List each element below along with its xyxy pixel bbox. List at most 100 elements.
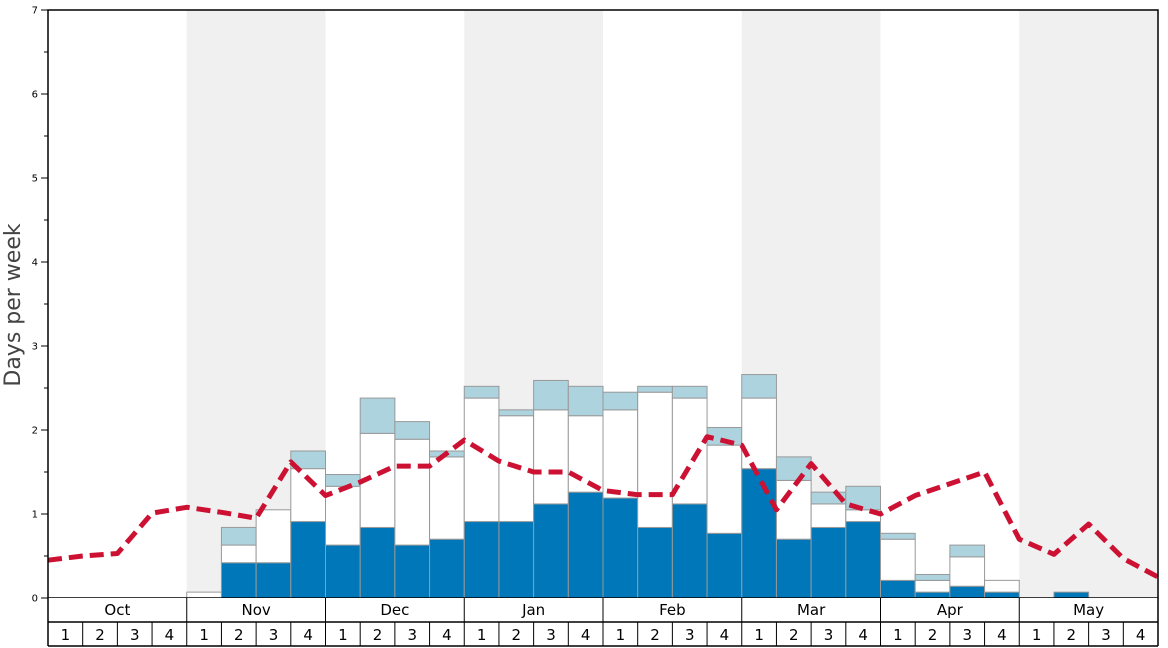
week-label-oct-4: 4 [165, 626, 175, 644]
bar-dark-27 [984, 591, 1020, 599]
week-label-dec-4: 4 [442, 626, 452, 644]
y-axis: 0 1 2 3 4 5 6 7 [32, 6, 48, 605]
bar-light-5 [220, 526, 257, 546]
y-tick-label-0: 0 [32, 594, 38, 605]
bar-white-26 [949, 556, 986, 587]
bar-light-13 [498, 409, 535, 417]
week-label-feb-2: 2 [650, 626, 660, 644]
bar-dark-15 [567, 491, 604, 599]
bar-light-24 [880, 532, 916, 540]
x-axis: Oct 1 2 3 4 Nov 1 2 3 4 Dec 1 2 3 4 Jan 1 2 3 4 Feb 1 2 3 4 Mar 1 2… [47, 598, 1159, 647]
bar-dark-7 [290, 521, 326, 599]
bar-dark-6 [255, 562, 292, 599]
y-tick-label-4: 4 [32, 258, 38, 269]
bar-light-14 [533, 379, 569, 411]
bar-light-8 [325, 474, 361, 487]
week-label-oct-3: 3 [130, 626, 140, 644]
y-tick-label-2: 2 [32, 426, 38, 437]
week-label-dec-1: 1 [338, 626, 348, 644]
month-label-apr: Apr [937, 601, 964, 619]
week-label-apr-3: 3 [962, 626, 972, 644]
bar-light-9 [359, 397, 396, 434]
bar-dark-10 [394, 544, 431, 599]
bar-dark-29 [1053, 591, 1090, 599]
week-label-nov-4: 4 [303, 626, 313, 644]
bar-white-14 [533, 409, 569, 505]
bar-dark-14 [533, 503, 569, 599]
bar-white-22 [810, 503, 847, 528]
bar-white-5 [220, 544, 257, 564]
week-label-jan-2: 2 [512, 626, 522, 644]
bar-light-26 [949, 544, 986, 558]
y-tick-label-3: 3 [32, 342, 38, 353]
week-label-dec-3: 3 [407, 626, 417, 644]
bar-dark-20 [741, 468, 777, 599]
bar-dark-21 [775, 538, 812, 599]
month-shade-may [1019, 10, 1158, 598]
week-label-jan-1: 1 [477, 626, 487, 644]
bar-white-25 [914, 579, 951, 593]
bar-light-25 [914, 573, 951, 581]
month-label-mar: Mar [797, 601, 826, 619]
bar-dark-18 [671, 503, 708, 599]
bar-white-19 [706, 444, 743, 534]
bar-dark-26 [949, 585, 986, 599]
bar-light-20 [741, 374, 777, 399]
week-label-may-2: 2 [1067, 626, 1077, 644]
y-tick-label-5: 5 [32, 174, 38, 185]
bar-dark-16 [602, 497, 639, 599]
bar-white-27 [984, 579, 1020, 593]
bar-light-21 [775, 456, 812, 481]
bar-dark-22 [810, 526, 847, 599]
y-tick-label-1: 1 [32, 510, 38, 521]
week-label-may-4: 4 [1136, 626, 1146, 644]
week-label-mar-1: 1 [754, 626, 764, 644]
bar-white-24 [880, 538, 916, 581]
bar-light-16 [602, 391, 639, 411]
y-tick-label-6: 6 [32, 90, 38, 101]
bar-white-17 [637, 391, 673, 528]
week-label-apr-2: 2 [928, 626, 938, 644]
week-label-mar-2: 2 [789, 626, 799, 644]
bar-dark-9 [359, 526, 396, 599]
week-label-may-1: 1 [1032, 626, 1042, 644]
month-label-feb: Feb [659, 601, 686, 619]
bar-white-16 [602, 409, 639, 499]
week-label-feb-1: 1 [616, 626, 626, 644]
week-label-jan-3: 3 [546, 626, 556, 644]
bar-light-18 [671, 385, 708, 399]
bar-dark-19 [706, 532, 743, 599]
week-label-dec-2: 2 [373, 626, 383, 644]
bar-white-21 [775, 479, 812, 540]
month-label-dec: Dec [380, 601, 409, 619]
bar-white-20 [741, 397, 777, 470]
bar-dark-25 [914, 591, 951, 599]
bar-white-15 [567, 415, 604, 493]
week-label-nov-2: 2 [234, 626, 244, 644]
week-label-mar-4: 4 [858, 626, 868, 644]
y-axis-label: Days per week [1, 223, 26, 386]
week-label-apr-4: 4 [997, 626, 1007, 644]
bar-light-15 [567, 385, 604, 417]
bar-dark-13 [498, 521, 535, 599]
bar-dark-17 [637, 526, 673, 599]
bar-light-17 [637, 385, 673, 393]
week-label-nov-3: 3 [269, 626, 279, 644]
bar-dark-12 [463, 521, 500, 599]
bars-group [186, 374, 1090, 599]
bar-dark-24 [880, 579, 916, 599]
month-label-oct: Oct [104, 601, 130, 619]
week-label-feb-3: 3 [685, 626, 695, 644]
bar-white-10 [394, 438, 431, 546]
bar-white-4 [186, 591, 222, 599]
week-label-mar-3: 3 [824, 626, 834, 644]
month-label-may: May [1073, 601, 1104, 619]
month-label-jan: Jan [521, 601, 545, 619]
week-label-nov-1: 1 [199, 626, 209, 644]
average-line-group [47, 434, 1160, 580]
bar-light-10 [394, 421, 431, 440]
week-label-oct-2: 2 [95, 626, 105, 644]
week-label-feb-4: 4 [720, 626, 730, 644]
bar-dark-11 [429, 538, 465, 599]
